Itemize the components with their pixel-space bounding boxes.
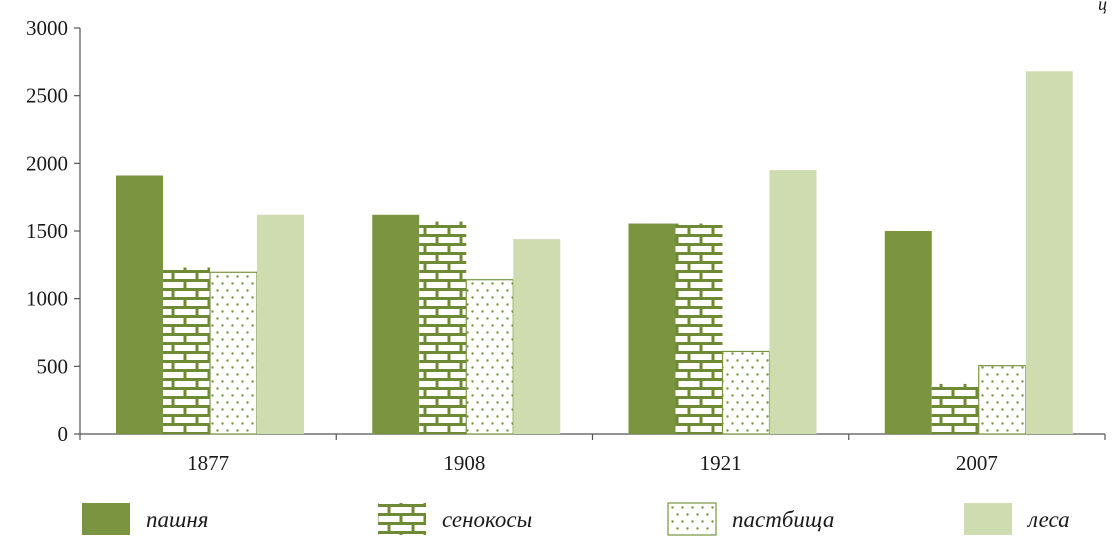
bar-пастбища-1921 bbox=[721, 350, 771, 435]
bar-пашня-1908 bbox=[372, 214, 420, 434]
bar-пастбища-2007 bbox=[978, 365, 1027, 435]
y-tick-labels: 0 500 1000 1500 2000 2500 3000 bbox=[26, 16, 68, 446]
y-tick-label: 3000 bbox=[26, 16, 68, 40]
bar-пастбища-1908 bbox=[465, 279, 514, 435]
x-tick-label: 1877 bbox=[187, 451, 229, 475]
y-tick-label: 500 bbox=[37, 354, 69, 378]
legend-swatch-пастбища bbox=[667, 502, 717, 536]
bar-леса-2007 bbox=[1025, 71, 1073, 434]
legend-label: пастбища bbox=[732, 507, 834, 532]
legend-swatch-леса bbox=[964, 503, 1012, 535]
legend-label: леса bbox=[1026, 507, 1070, 532]
y-tick-label: 0 bbox=[58, 422, 69, 446]
legend-label: сенокосы bbox=[442, 507, 532, 532]
bar-леса-1921 bbox=[769, 170, 817, 434]
legend-item: пашня bbox=[82, 503, 208, 535]
corner-mark: ц bbox=[1098, 0, 1107, 14]
bar-пашня-2007 bbox=[884, 231, 932, 434]
legend-swatch-сенокосы bbox=[378, 503, 426, 535]
legend-item: пастбища bbox=[667, 502, 834, 536]
legend-item: леса bbox=[964, 503, 1070, 535]
bar-сенокосы-1877 bbox=[163, 267, 210, 434]
bar-пастбища-1877 bbox=[209, 271, 258, 435]
bar-сенокосы-1908 bbox=[419, 221, 467, 434]
legend: пашня сенокосы пастбища леса bbox=[82, 502, 1070, 536]
bars bbox=[116, 71, 1073, 435]
x-tick-label: 1908 bbox=[443, 451, 485, 475]
y-tick-label: 1500 bbox=[26, 219, 68, 243]
legend-swatch-пашня bbox=[82, 503, 130, 535]
x-tick-labels: 1877 1908 1921 2007 bbox=[187, 451, 998, 475]
bar-сенокосы-1921 bbox=[675, 223, 723, 434]
y-tick-label: 1000 bbox=[26, 287, 68, 311]
y-tick-label: 2000 bbox=[26, 151, 68, 175]
y-tick-label: 2500 bbox=[26, 84, 68, 108]
bar-пашня-1921 bbox=[628, 223, 676, 434]
legend-item: сенокосы bbox=[378, 503, 532, 535]
bar-леса-1908 bbox=[513, 239, 561, 434]
x-tick-label: 2007 bbox=[956, 451, 998, 475]
legend-label: пашня bbox=[146, 507, 208, 532]
x-tick-label: 1921 bbox=[700, 451, 742, 475]
bar-сенокосы-2007 bbox=[931, 383, 979, 434]
bar-пашня-1877 bbox=[116, 175, 163, 434]
bar-леса-1877 bbox=[257, 214, 304, 434]
